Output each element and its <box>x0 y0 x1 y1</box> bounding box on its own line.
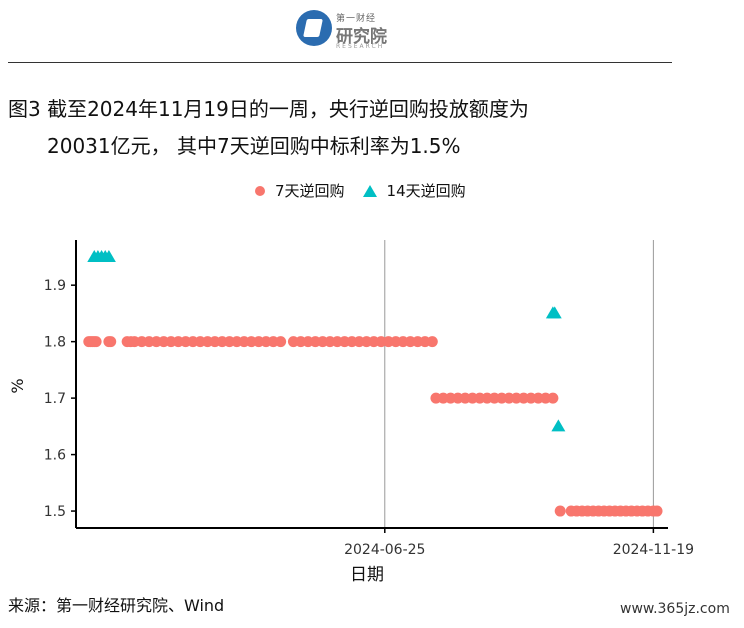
logo-brand-small: 第一财经 <box>336 14 377 24</box>
y-tick-label: 1.6 <box>44 448 66 464</box>
x-tick-label: 2024-06-25 <box>344 542 425 558</box>
source-note: 来源：第一财经研究院、Wind <box>8 596 225 615</box>
logo-badge-icon <box>296 10 332 46</box>
legend-label-7day: 7天逆回购 <box>275 182 345 200</box>
data-point-7day <box>90 336 102 348</box>
data-point-7day <box>105 336 117 348</box>
y-tick-label: 1.8 <box>44 335 66 351</box>
data-point-7day <box>275 336 287 348</box>
y-tick-label: 1.7 <box>44 391 66 407</box>
logo-brand-english: RESEARCH <box>336 43 385 50</box>
data-point-7day <box>547 392 559 404</box>
y-axis-label: % <box>8 378 27 393</box>
figure-title-line-2: 20031亿元， 其中7天逆回购中标利率为1.5% <box>47 134 461 158</box>
data-point-7day <box>426 336 438 348</box>
data-point-14day <box>551 419 566 432</box>
legend-label-14day: 14天逆回购 <box>386 182 466 200</box>
x-tick-label: 2024-11-19 <box>613 542 694 558</box>
x-axis-label: 日期 <box>350 565 384 585</box>
y-tick-label: 1.5 <box>44 504 66 520</box>
y-tick-label: 1.9 <box>44 278 66 294</box>
watermark: www.365jz.com <box>620 601 730 617</box>
legend-circle-icon <box>255 185 265 196</box>
legend-triangle-icon <box>362 184 377 197</box>
data-point-14day <box>547 306 562 319</box>
logo: 第一财经 研究院 RESEARCH <box>296 8 396 52</box>
logo-brand-name: 研究院 <box>336 27 387 47</box>
header-divider <box>8 62 672 63</box>
chart-legend: 7天逆回购 14天逆回购 <box>255 180 466 202</box>
data-point-7day <box>651 505 663 517</box>
data-point-14day <box>101 249 116 262</box>
figure-title-line-1: 图3 截至2024年11月19日的一周，央行逆回购投放额度为 <box>8 97 529 121</box>
data-point-7day <box>554 505 566 517</box>
